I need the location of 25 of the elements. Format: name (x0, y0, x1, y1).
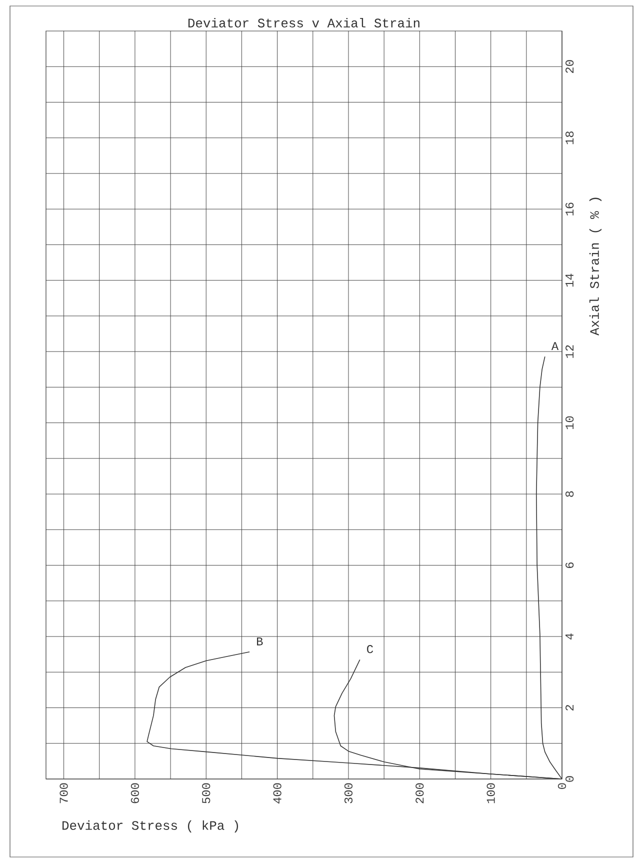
x-tick-label: 0 (558, 783, 566, 789)
x-tick-label: 300 (344, 783, 353, 804)
x-tick-label: 100 (486, 783, 495, 804)
x-tick-label: 400 (273, 783, 282, 804)
y-tick-label: 14 (566, 274, 574, 287)
y-tick-label: 18 (566, 131, 574, 144)
y-tick-label: 6 (566, 562, 574, 568)
y-tick-label: 10 (566, 416, 574, 430)
y-tick-label: 20 (566, 60, 574, 73)
y-tick-label: 2 (566, 705, 574, 710)
y-tick-label: 8 (566, 491, 574, 497)
x-tick-label: 700 (60, 783, 68, 804)
x-tick-label: 600 (130, 783, 140, 804)
y-tick-label: 16 (566, 202, 574, 216)
series-label: C (367, 645, 374, 654)
x-tick-label: 500 (202, 783, 210, 804)
y-axis-title: Axial Strain ( % ) (589, 198, 602, 336)
series-label: A (551, 342, 559, 350)
series-label: B (257, 637, 263, 646)
x-axis-title: Deviator Stress ( kPa ) (62, 820, 238, 832)
x-tick-label: 200 (416, 783, 424, 804)
y-tick-label: 12 (566, 345, 574, 358)
chart-title: Deviator Stress v Axial Strain (188, 18, 420, 28)
y-tick-label: 4 (566, 634, 574, 640)
y-tick-label: 0 (566, 776, 574, 782)
